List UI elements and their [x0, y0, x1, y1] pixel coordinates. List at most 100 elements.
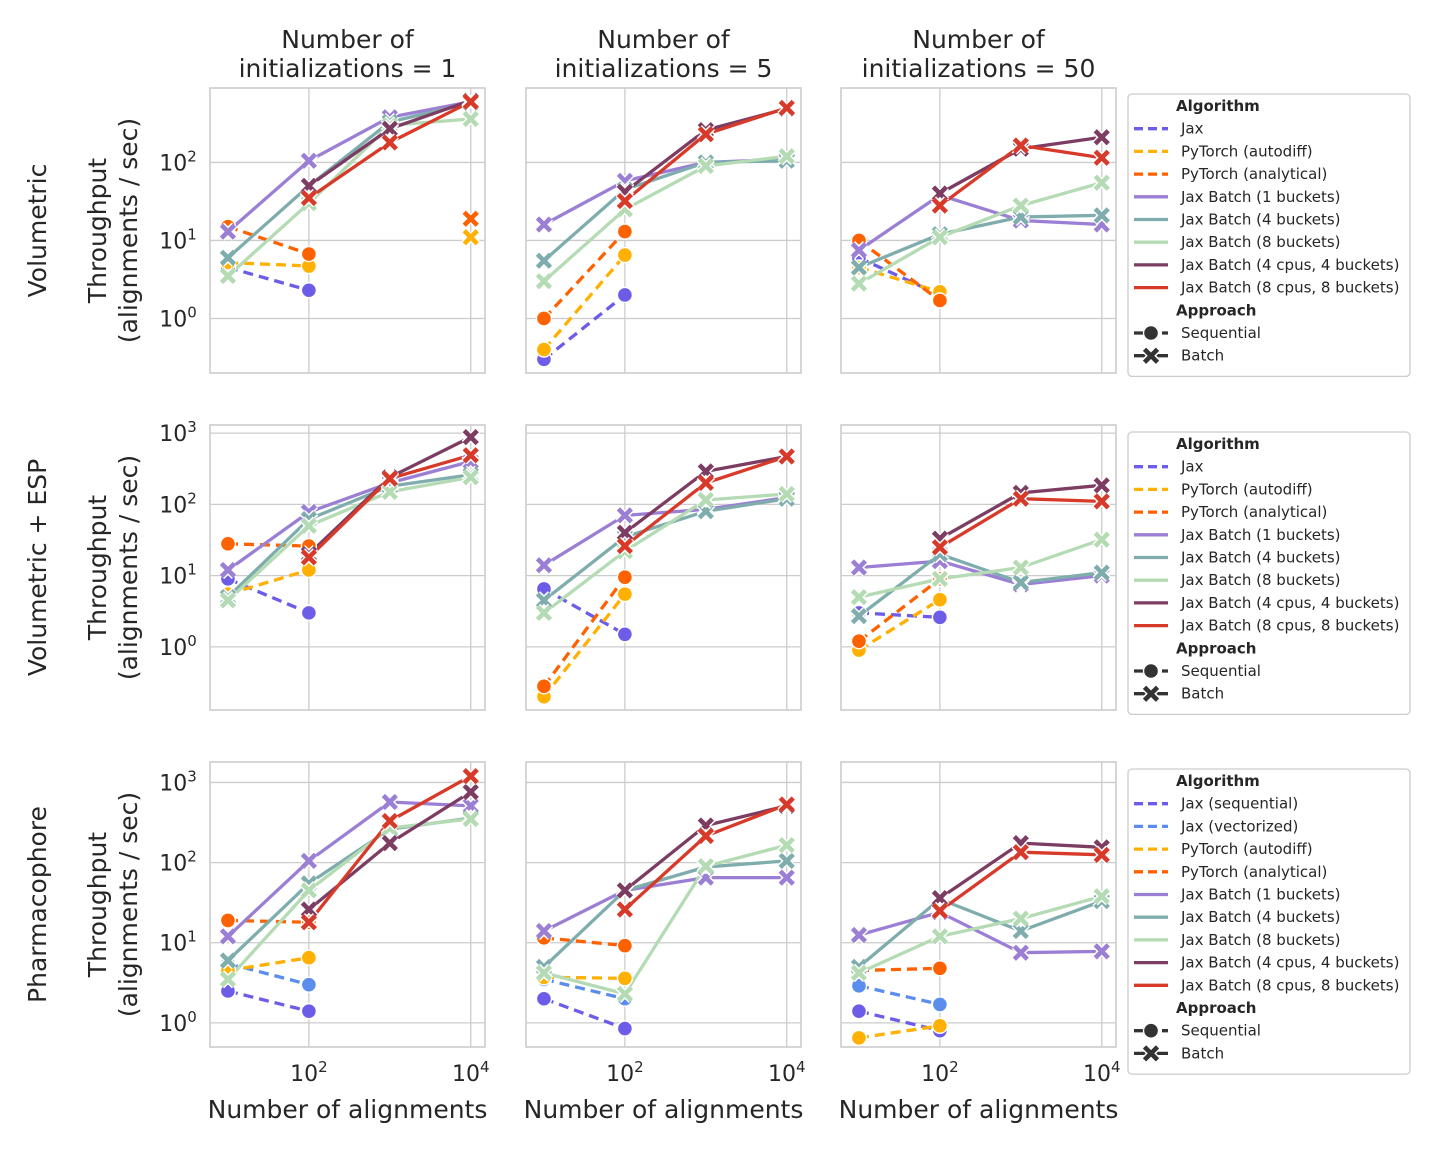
marker-x: [931, 229, 949, 246]
marker-circle: [931, 1017, 949, 1034]
row-label-3: Pharmacophore: [23, 806, 52, 1003]
marker-circle: [616, 246, 634, 264]
marker-x: [778, 485, 795, 503]
legend-label-jb1: Jax Batch (1 buckets): [1180, 526, 1341, 544]
marker-x: [1012, 844, 1029, 861]
y-tick-label: 100: [159, 632, 197, 661]
marker-circle: [535, 341, 553, 358]
marker-x: [219, 561, 237, 579]
marker-x: [931, 928, 949, 945]
series-line-pt_auto: [858, 265, 941, 294]
panel-frame: [525, 761, 802, 1048]
legend-label-jb8: Jax Batch (8 buckets): [1180, 233, 1341, 251]
marker-x: [616, 882, 634, 899]
marker-circle: [300, 976, 318, 993]
marker-x: [462, 428, 479, 446]
legend-label-approach: Sequential: [1181, 662, 1261, 680]
legend-label-jb88: Jax Batch (8 cpus, 8 buckets): [1180, 976, 1399, 994]
marker-x: [778, 796, 795, 813]
marker-circle: [850, 1002, 868, 1020]
marker-x: [462, 810, 479, 828]
series-line-jb4: [542, 159, 787, 262]
marker-x: [1012, 197, 1029, 214]
y-axis-label-unit-2: (alignments / sec): [114, 455, 143, 680]
marker-circle: [219, 912, 237, 929]
marker-x: [300, 914, 318, 931]
series-line-jb4: [857, 897, 1103, 969]
marker-x: [300, 152, 318, 169]
series-line-jb8: [542, 492, 787, 615]
legend-label-pt_ana: PyTorch (analytical): [1181, 503, 1327, 521]
legend-box: [1127, 431, 1411, 716]
marker-x: [219, 223, 237, 240]
series-line-pt_ana: [542, 230, 627, 320]
marker-x: [850, 926, 868, 944]
marker-x: [1093, 888, 1110, 905]
x-tick-label: 102: [290, 1058, 328, 1087]
row-label-2: Volumetric + ESP: [23, 459, 52, 676]
panel-frame: [209, 761, 486, 1048]
series-line-jb1: [543, 495, 787, 567]
marker-x: [535, 557, 553, 574]
legend-label-jax_seq: Jax (sequential): [1180, 795, 1298, 813]
x-tick-label: 104: [452, 1058, 490, 1087]
marker-x: [697, 827, 714, 845]
marker-x: [778, 99, 795, 117]
marker-x: [616, 507, 634, 524]
legend-1: Algorithm Jax PyTorch (autodiff) PyTorch (a…: [1127, 93, 1411, 378]
legend-label-jb88: Jax Batch (8 cpus, 8 buckets): [1180, 279, 1399, 297]
marker-x: [462, 469, 479, 486]
series-line-jb8: [226, 817, 471, 981]
legend-label-jax: Jax: [1180, 120, 1204, 138]
legend-label-jb88: Jax Batch (8 cpus, 8 buckets): [1180, 617, 1399, 635]
marker-x: [381, 134, 398, 151]
marker-circle: [535, 990, 553, 1007]
y-tick-label: 103: [159, 767, 197, 796]
legend-label-jb1: Jax Batch (1 buckets): [1180, 188, 1341, 206]
marker-x: [462, 110, 479, 128]
marker-x: [462, 783, 479, 801]
column-title-3-line-1: Number of: [912, 25, 1046, 54]
panel-data: [218, 91, 480, 299]
legend-3: Algorithm Jax (sequential) Jax (vectorized…: [1127, 768, 1411, 1075]
marker-x: [300, 517, 318, 534]
series-line-pt_auto: [227, 260, 309, 268]
panel-r1-c2: [525, 87, 802, 374]
panel-frame: [525, 424, 802, 711]
series-line-jb8: [858, 538, 1103, 599]
series-line-jb8: [858, 181, 1103, 286]
series-line-jb1: [226, 100, 472, 233]
legend-label-jb8: Jax Batch (8 buckets): [1180, 571, 1341, 589]
series-line-jb8: [226, 475, 471, 602]
legend-label-approach: Sequential: [1181, 324, 1261, 342]
series-line-pt_ana: [858, 966, 940, 973]
y-tick-label: 100: [159, 1008, 197, 1037]
marker-x: [381, 812, 398, 830]
panel-data: [218, 766, 480, 1020]
series-line-jb4: [542, 859, 787, 969]
marker-x: [535, 216, 553, 233]
legend-label-jb1: Jax Batch (1 buckets): [1180, 886, 1341, 904]
marker-x: [462, 93, 479, 110]
marker-x: [219, 952, 237, 969]
series-line-pt_auto: [227, 956, 310, 973]
marker-x: [850, 964, 868, 982]
series-line-jb1: [543, 875, 787, 933]
marker-circle: [616, 585, 634, 603]
legend-title-algorithm: Algorithm: [1176, 435, 1260, 453]
marker-x: [850, 259, 868, 276]
panel-data: [534, 795, 796, 1037]
marker-circle: [300, 949, 318, 966]
y-tick-label: 100: [159, 303, 197, 332]
series-line-jax_vec: [543, 977, 626, 1001]
series-line-jax_seq: [227, 989, 310, 1013]
marker-circle: [931, 609, 949, 626]
legend-label-pt_auto: PyTorch (autodiff): [1181, 142, 1313, 160]
panel-data: [849, 128, 1111, 309]
series-line-pt_ana: [542, 576, 627, 688]
marker-x: [850, 559, 868, 576]
marker-circle: [300, 282, 318, 299]
marker-x: [1093, 531, 1110, 548]
x-axis-label-2: Number of alignments: [524, 1095, 804, 1124]
marker-x: [778, 852, 795, 870]
